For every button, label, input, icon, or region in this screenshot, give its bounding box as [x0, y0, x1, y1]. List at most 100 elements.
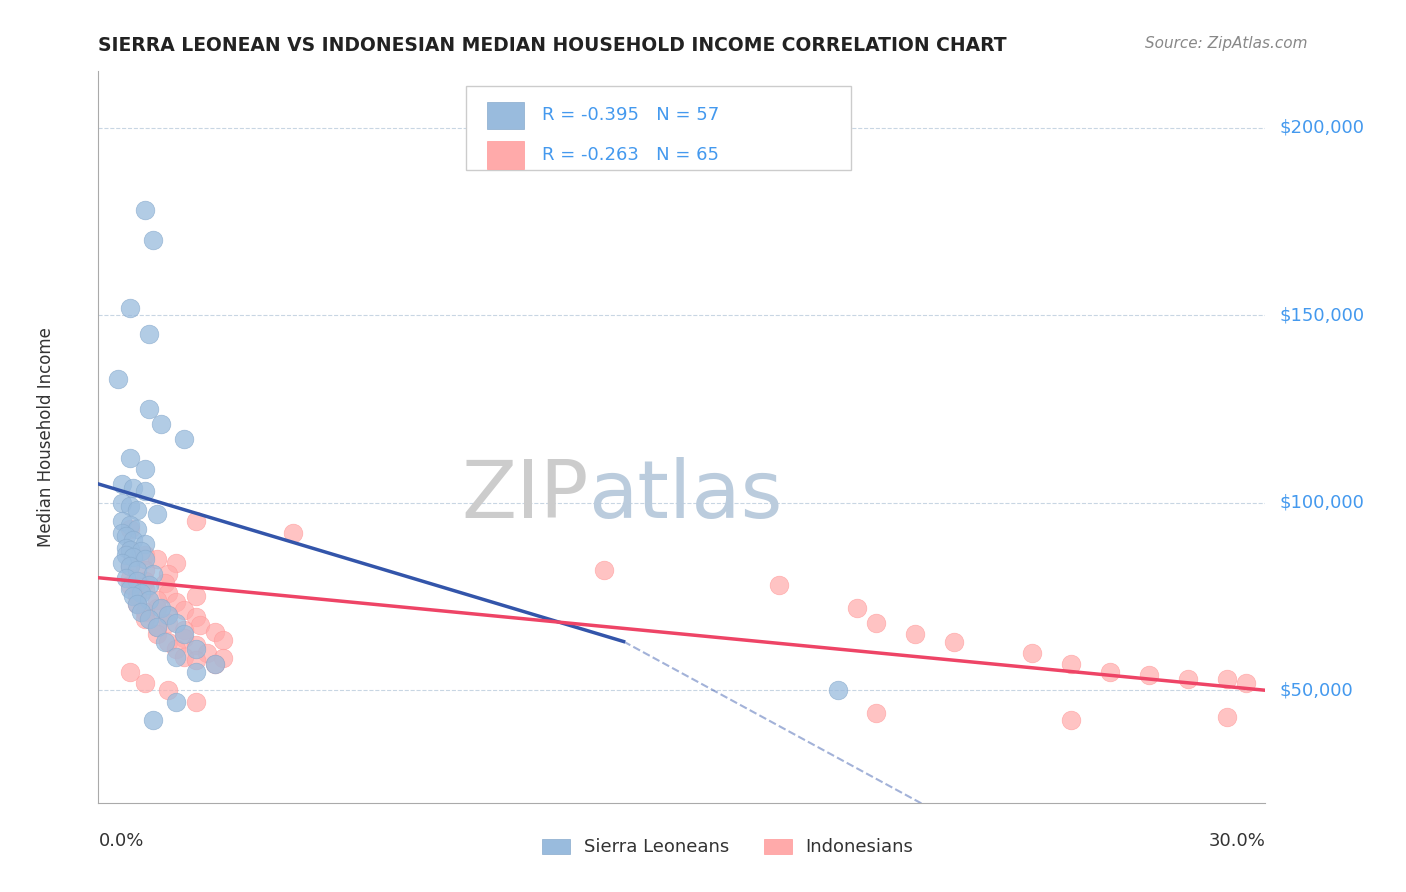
- Point: [111, 525, 134, 540]
- Text: $100,000: $100,000: [1279, 494, 1364, 512]
- Point: [157, 683, 180, 698]
- Point: [157, 608, 180, 623]
- Point: [118, 522, 141, 536]
- Point: [114, 541, 136, 555]
- Point: [146, 600, 169, 615]
- Point: [184, 610, 207, 624]
- Point: [134, 548, 156, 562]
- Point: [138, 326, 160, 341]
- Text: $150,000: $150,000: [1279, 306, 1364, 324]
- Point: [111, 515, 134, 529]
- Point: [1021, 646, 1043, 660]
- Point: [118, 571, 141, 585]
- Point: [127, 563, 149, 577]
- Point: [134, 612, 156, 626]
- Point: [118, 544, 141, 558]
- Text: R = -0.263   N = 65: R = -0.263 N = 65: [541, 146, 718, 164]
- Point: [114, 571, 136, 585]
- Point: [138, 578, 160, 592]
- Point: [127, 574, 149, 589]
- Point: [118, 578, 141, 592]
- Point: [118, 542, 141, 557]
- Point: [153, 634, 176, 648]
- Point: [134, 605, 156, 619]
- Point: [212, 632, 235, 647]
- Point: [107, 372, 129, 386]
- Point: [146, 593, 169, 607]
- Point: [111, 556, 134, 570]
- Point: [165, 595, 187, 609]
- Point: [212, 651, 235, 665]
- Point: [118, 500, 141, 514]
- Point: [768, 578, 790, 592]
- Point: [111, 477, 134, 491]
- Point: [157, 586, 180, 600]
- Point: [146, 552, 169, 566]
- Point: [118, 665, 141, 679]
- Bar: [486, 102, 524, 129]
- Point: [138, 612, 160, 626]
- Point: [165, 615, 187, 630]
- Point: [184, 515, 207, 529]
- Point: [165, 694, 187, 708]
- Text: ZIP: ZIP: [461, 457, 589, 534]
- Point: [129, 586, 152, 600]
- Point: [204, 625, 226, 640]
- Point: [195, 646, 218, 660]
- Point: [134, 537, 156, 551]
- Point: [157, 634, 180, 648]
- Text: SIERRA LEONEAN VS INDONESIAN MEDIAN HOUSEHOLD INCOME CORRELATION CHART: SIERRA LEONEAN VS INDONESIAN MEDIAN HOUS…: [98, 36, 1007, 54]
- Point: [134, 484, 156, 499]
- Point: [865, 706, 887, 720]
- Point: [281, 525, 304, 540]
- Point: [114, 548, 136, 562]
- Point: [593, 563, 616, 577]
- Point: [943, 634, 966, 648]
- Bar: [541, 839, 569, 854]
- Point: [1234, 675, 1257, 690]
- Point: [846, 600, 869, 615]
- Point: [134, 462, 156, 476]
- Point: [1137, 668, 1160, 682]
- Point: [173, 649, 195, 664]
- Point: [188, 617, 211, 632]
- Point: [173, 624, 195, 638]
- Point: [173, 432, 195, 446]
- Point: [165, 649, 187, 664]
- Point: [118, 559, 141, 574]
- Point: [184, 653, 207, 667]
- Point: [146, 507, 169, 521]
- Point: [134, 563, 156, 577]
- Point: [184, 638, 207, 652]
- Point: [129, 544, 152, 558]
- Point: [122, 533, 145, 548]
- Point: [1215, 709, 1237, 723]
- Point: [122, 481, 145, 495]
- Point: [146, 619, 169, 633]
- Point: [127, 597, 149, 611]
- Point: [127, 590, 149, 604]
- Text: $200,000: $200,000: [1279, 119, 1364, 136]
- Text: 0.0%: 0.0%: [98, 832, 143, 850]
- Point: [127, 597, 149, 611]
- Text: Sierra Leoneans: Sierra Leoneans: [583, 838, 730, 855]
- Point: [134, 675, 156, 690]
- Text: Source: ZipAtlas.com: Source: ZipAtlas.com: [1144, 36, 1308, 51]
- Point: [134, 552, 156, 566]
- Point: [118, 518, 141, 533]
- Point: [134, 582, 156, 596]
- Point: [184, 665, 207, 679]
- Point: [153, 576, 176, 591]
- Point: [134, 203, 156, 218]
- Point: [865, 615, 887, 630]
- Bar: [486, 141, 524, 169]
- Point: [111, 496, 134, 510]
- Text: Indonesians: Indonesians: [806, 838, 914, 855]
- Point: [184, 590, 207, 604]
- Point: [157, 608, 180, 623]
- Point: [1215, 672, 1237, 686]
- Point: [1177, 672, 1199, 686]
- Point: [173, 602, 195, 616]
- Point: [165, 642, 187, 657]
- Point: [157, 615, 180, 630]
